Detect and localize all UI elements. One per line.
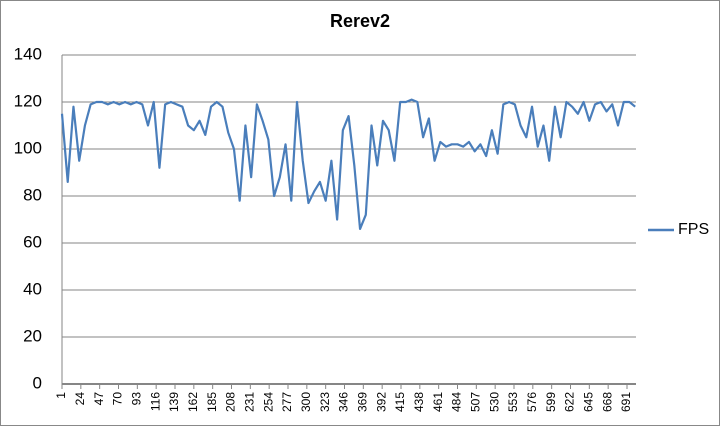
x-tick-label: 231 [243, 392, 257, 412]
data-line [60, 98, 636, 230]
y-tick-label: 120 [14, 91, 42, 110]
y-tick-label: 20 [23, 326, 42, 345]
x-tick-label: 139 [167, 392, 181, 412]
x-tick-label: 645 [581, 392, 595, 412]
y-tick-label: 0 [33, 373, 42, 392]
x-tick-label: 691 [619, 392, 633, 412]
x-tick-label: 185 [205, 392, 219, 412]
y-tick-label: 140 [14, 44, 42, 63]
x-tick-label: 415 [393, 392, 407, 412]
x-tick-label: 392 [374, 392, 388, 412]
x-tick-label: 254 [261, 392, 275, 412]
x-tick-label: 70 [111, 392, 125, 406]
x-tick-label: 668 [600, 392, 614, 412]
x-tick-label: 93 [130, 392, 144, 406]
x-tick-label: 576 [525, 392, 539, 412]
x-tick-label: 1 [54, 392, 68, 399]
x-tick-label: 599 [544, 392, 558, 412]
x-tick-label: 300 [299, 392, 313, 412]
x-tick-label: 346 [337, 392, 351, 412]
x-tick-label: 622 [563, 392, 577, 412]
y-tick-label: 40 [23, 279, 42, 298]
x-tick-label: 530 [487, 392, 501, 412]
y-tick-label: 60 [23, 232, 42, 251]
x-tick-label: 484 [450, 392, 464, 412]
x-tick-label: 507 [468, 392, 482, 412]
x-tick-label: 116 [148, 392, 162, 411]
chart-title: Rerev2 [330, 11, 390, 31]
x-tick-label: 461 [431, 392, 445, 412]
y-tick-label: 80 [23, 185, 42, 204]
legend-label: FPS [678, 221, 709, 238]
x-tick-label: 24 [73, 392, 87, 406]
x-tick-label: 162 [186, 392, 200, 412]
x-tick-label: 438 [412, 392, 426, 412]
x-tick-label: 277 [280, 392, 294, 412]
x-tick-label: 369 [356, 392, 370, 412]
x-tick-label: 323 [318, 392, 332, 412]
y-tick-label: 100 [14, 138, 42, 157]
x-tick-label: 47 [92, 392, 106, 406]
x-tick-label: 208 [224, 392, 238, 412]
x-tick-label: 553 [506, 392, 520, 412]
